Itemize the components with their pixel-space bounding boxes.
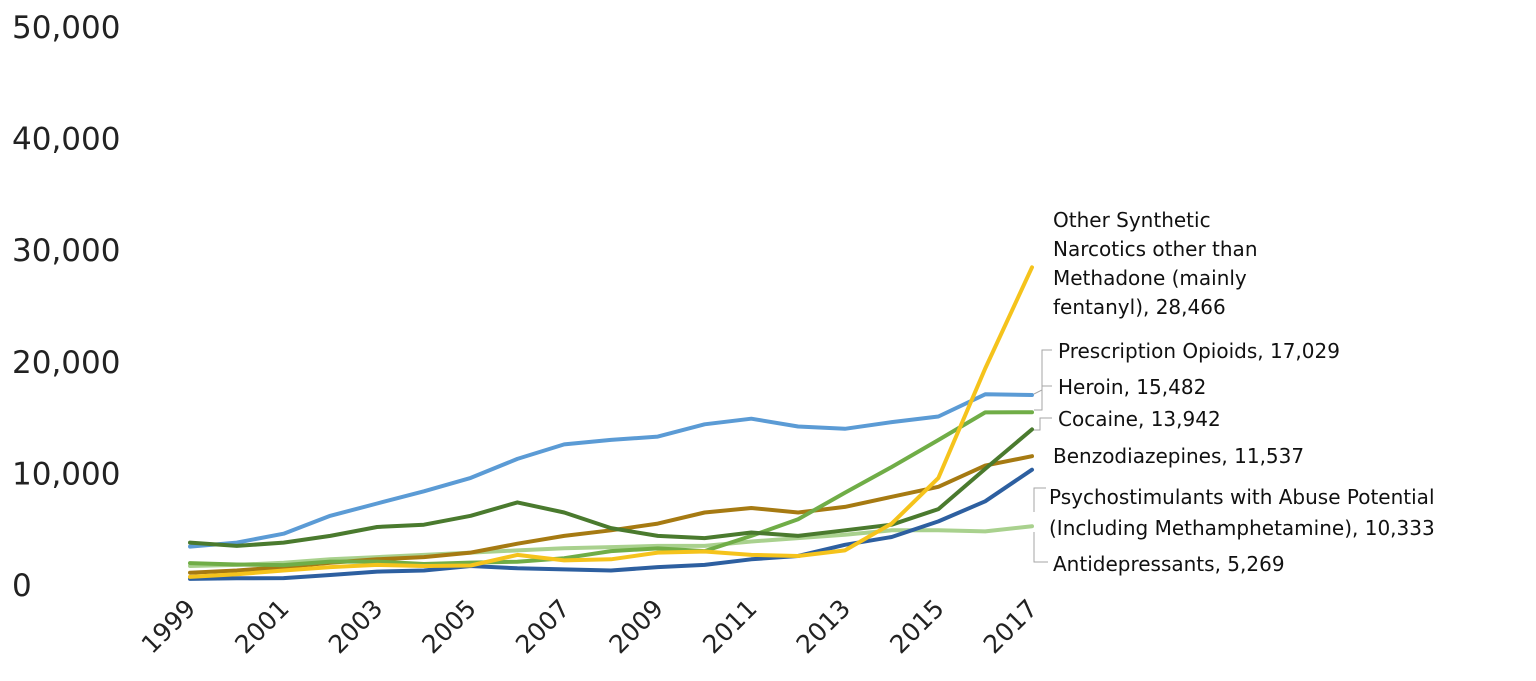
x-tick-label: 1999 — [136, 594, 201, 659]
y-tick-label: 30,000 — [12, 233, 120, 269]
x-tick-label: 2015 — [884, 594, 949, 659]
data-label-benzo: Benzodiazepines, 11,537 — [1053, 444, 1304, 468]
series-line-synthetic — [188, 265, 1034, 579]
y-tick-label: 20,000 — [12, 345, 120, 381]
label-leader-prescription — [1033, 349, 1052, 395]
x-tick-label: 2003 — [323, 594, 388, 659]
x-tick-label: 2011 — [697, 594, 762, 659]
data-label-psycho: Psychostimulants with Abuse Potential (In… — [1049, 485, 1435, 540]
x-tick-label: 2017 — [978, 594, 1043, 659]
y-axis: 0 10,000 20,000 30,000 40,000 50,000 — [12, 10, 120, 604]
series-line-antidep — [188, 524, 1034, 568]
x-axis: 1999 2001 2003 2005 2007 2009 2011 2013 2015 2017 — [136, 594, 1043, 659]
label-leader-psycho — [1033, 487, 1046, 512]
x-tick-label: 2009 — [604, 594, 669, 659]
y-tick-label: 40,000 — [12, 122, 120, 158]
data-label-prescription: Prescription Opioids, 17,029 — [1058, 339, 1340, 363]
series-data-labels: Prescription Opioids, 17,029 Other Synthe… — [1033, 208, 1435, 576]
label-leader-heroin — [1034, 385, 1052, 411]
series-lines — [188, 265, 1034, 581]
y-tick-label: 0 — [12, 568, 32, 604]
label-leader-antidep — [1033, 532, 1048, 563]
x-tick-label: 2005 — [416, 594, 481, 659]
label-leader-cocaine — [1034, 417, 1052, 431]
y-tick-label: 10,000 — [12, 456, 120, 492]
data-label-heroin: Heroin, 15,482 — [1058, 375, 1206, 399]
series-line-benzo — [188, 454, 1034, 575]
x-tick-label: 2007 — [510, 594, 575, 659]
series-line-psycho — [188, 467, 1034, 581]
data-label-antidep: Antidepressants, 5,269 — [1053, 552, 1285, 576]
x-tick-label: 2001 — [229, 594, 294, 659]
data-label-cocaine: Cocaine, 13,942 — [1058, 407, 1221, 431]
data-label-synthetic: Other Synthetic Narcotics other than Metha… — [1053, 208, 1258, 319]
series-line-heroin — [188, 410, 1034, 568]
series-line-prescription — [188, 392, 1034, 549]
x-tick-label: 2013 — [791, 594, 856, 659]
y-tick-label: 50,000 — [12, 10, 120, 46]
